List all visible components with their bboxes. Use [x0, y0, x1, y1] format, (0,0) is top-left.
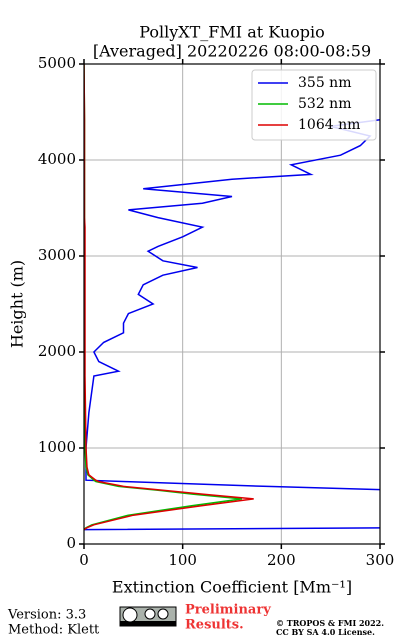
- cc-badge: [119, 606, 177, 627]
- notice: Preliminary: [185, 603, 271, 618]
- x-tick-label: 100: [168, 551, 197, 569]
- x-axis-label: Extinction Coefficient [Mm⁻¹]: [112, 578, 352, 597]
- y-tick-label: 1000: [38, 438, 76, 456]
- y-tick-label: 2000: [38, 342, 76, 360]
- y-tick-label: 3000: [38, 246, 76, 264]
- method: Method: Klett: [8, 623, 100, 638]
- y-tick-label: 0: [66, 534, 76, 552]
- legend-label: 1064 nm: [298, 117, 360, 133]
- version: Version: 3.3: [7, 608, 86, 623]
- plot-area: [84, 64, 254, 531]
- legend: 355 nm 532 nm 1064 nm: [251, 69, 377, 141]
- axes-frame: [83, 63, 381, 545]
- profile-line: [84, 118, 380, 531]
- x-tick-label: 0: [79, 551, 89, 569]
- profile-line: [84, 64, 243, 531]
- copyright: © TROPOS & FMI 2022.: [276, 618, 384, 628]
- chart-subtitle: [Averaged] 20220226 08:00-08:59: [93, 42, 371, 61]
- notice: Results.: [185, 618, 244, 633]
- legend-label: 532 nm: [298, 96, 351, 112]
- x-tick-label: 200: [267, 551, 296, 569]
- legend-label: 355 nm: [298, 75, 351, 91]
- chart-title: PollyXT_FMI at Kuopio: [139, 23, 325, 42]
- y-axis-label: Height (m): [8, 260, 27, 348]
- plot-area: [84, 64, 243, 531]
- profile-line: [84, 64, 254, 531]
- y-tick-label: 5000: [38, 54, 76, 72]
- legend-box: [251, 69, 377, 141]
- y-tick-label: 4000: [38, 150, 76, 168]
- plot-area: [84, 118, 380, 531]
- x-tick-label: 300: [366, 551, 395, 569]
- license: CC BY SA 4.0 License.: [276, 627, 375, 637]
